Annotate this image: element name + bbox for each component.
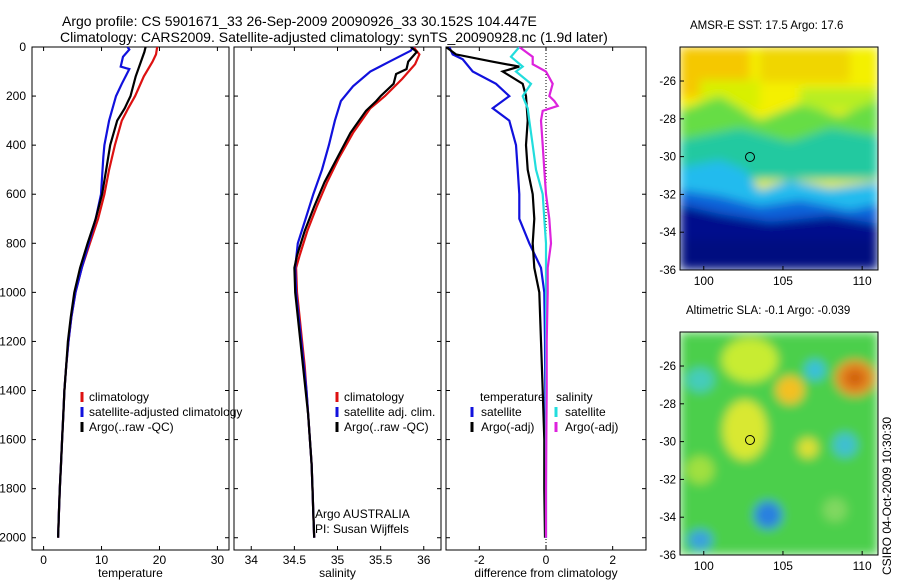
argo-note-line2: PI: Susan Wijffels — [315, 522, 409, 536]
difference-series-salinity-argo-adj- — [518, 47, 560, 538]
depth-tick-label: 1600 — [0, 433, 26, 447]
salinity-legend-label: climatology — [344, 390, 404, 404]
depth-tick-label: 1200 — [0, 334, 26, 348]
argo-note-line1: Argo AUSTRALIA — [315, 507, 410, 521]
sst_map-xtick-label: 105 — [773, 274, 793, 288]
salinity-xtick-label: 34.5 — [283, 553, 307, 567]
sst-map-title: AMSR-E SST: 17.5 Argo: 17.6 — [690, 20, 844, 32]
sst_map-ytick-label: -30 — [659, 152, 676, 164]
salinity-xtick-label: 36 — [417, 553, 431, 567]
sla-map-title: Altimetric SLA: -0.1 Argo: -0.039 — [686, 305, 851, 317]
sla_map-ytick-label: -30 — [659, 437, 676, 449]
difference-xtick-label: -2 — [474, 553, 485, 567]
sla_map-ytick-label: -26 — [659, 361, 676, 373]
temperature-series-argo-raw-qc- — [57, 47, 147, 538]
sst-field — [680, 47, 878, 270]
salinity-series-satellite-adj-clim- — [294, 47, 415, 538]
temperature-series-climatology — [57, 47, 159, 538]
legend-heading-salinity: salinity — [556, 390, 593, 404]
sla_map-ytick-label: -32 — [659, 474, 676, 486]
difference-xlabel: difference from climatology — [474, 566, 617, 580]
legend-heading-temperature: temperature — [480, 390, 545, 404]
salinity-xtick-label: 35 — [331, 553, 345, 567]
difference-xtick-label: 2 — [609, 553, 616, 567]
sst_map-ytick-label: -28 — [659, 114, 676, 126]
temperature-xtick-label: 20 — [153, 553, 167, 567]
sla-map — [679, 331, 879, 556]
depth-tick-label: 1000 — [0, 285, 26, 299]
depth-tick-label: 2000 — [0, 531, 26, 545]
temperature-legend-label: satellite-adjusted climatology — [89, 405, 242, 419]
sst_map-ytick-label: -36 — [659, 265, 676, 277]
depth-tick-label: 1800 — [0, 482, 26, 496]
depth-tick-label: 0 — [19, 40, 26, 54]
temperature-xtick-label: 10 — [95, 553, 109, 567]
temperature-xtick-label: 30 — [211, 553, 225, 567]
sla-field — [680, 332, 878, 555]
sla_map-axes: 100 105 110 -26 -28 -30 -32 -34 -36 — [659, 361, 872, 573]
salinity-panel: 34 34.5 35 35.5 36 salinity climatologysatelli… — [233, 46, 442, 580]
depth-tick-label: 600 — [6, 187, 26, 201]
salinity-series-argo-raw-qc- — [293, 47, 419, 538]
salinity-xtick-label: 34 — [245, 553, 259, 567]
sst_map-ytick-label: -32 — [659, 189, 676, 201]
legend-label-temperature: Argo(-adj) — [481, 420, 534, 434]
depth-tick-label: 400 — [6, 138, 26, 152]
figure-title-line2: Climatology: CARS2009. Satellite-adjuste… — [60, 29, 608, 45]
salinity-legend-label: satellite adj. clim. — [344, 405, 435, 419]
sst_map-xtick-label: 100 — [694, 274, 714, 288]
sst_map-axes: 100 105 110 -26 -28 -30 -32 -34 -36 — [659, 76, 872, 288]
temperature-legend-label: Argo(..raw -QC) — [89, 420, 174, 434]
salinity-xtick-label: 35.5 — [369, 553, 393, 567]
legend-label-salinity: satellite — [565, 405, 606, 419]
salinity-plot-frame — [233, 46, 442, 551]
temperature-plot-frame — [31, 46, 230, 551]
sla-argo-marker — [745, 435, 755, 445]
difference-series-temperature-satellite — [448, 47, 547, 538]
legend-label-temperature: satellite — [481, 405, 522, 419]
temperature-xlabel: temperature — [98, 566, 163, 580]
sst-argo-marker — [745, 152, 755, 162]
sla_map-ytick-label: -28 — [659, 399, 676, 411]
sst_map-xtick-label: 110 — [853, 274, 872, 288]
difference-xtick-label: 0 — [543, 553, 550, 567]
sla_map-xtick-label: 105 — [773, 559, 793, 573]
depth-tick-label: 1400 — [0, 384, 26, 398]
sla_map-xtick-label: 110 — [853, 559, 872, 573]
sst_map-ytick-label: -34 — [659, 227, 676, 239]
temperature-xtick-label: 0 — [40, 553, 47, 567]
sla_map-xtick-label: 100 — [694, 559, 714, 573]
sst_map-ytick-label: -26 — [659, 76, 676, 88]
sla_map-ytick-label: -36 — [659, 550, 676, 562]
temperature-panel: 0 10 20 30 0 200 400 600 800 1000 1200 1400 1600 1800… — [0, 40, 242, 580]
sla_map-ytick-label: -34 — [659, 512, 676, 524]
depth-tick-label: 800 — [6, 236, 26, 250]
salinity-xlabel: salinity — [319, 566, 356, 580]
legend-label-salinity: Argo(-adj) — [565, 420, 618, 434]
depth-tick-label: 200 — [6, 89, 26, 103]
salinity-legend-label: Argo(..raw -QC) — [344, 420, 429, 434]
temperature-legend-label: climatology — [89, 390, 149, 404]
temperature-series-satellite-adjusted-climatology — [57, 47, 131, 538]
figure-title-line1: Argo profile: CS 5901671_33 26-Sep-2009 … — [62, 13, 537, 29]
sst-map — [679, 46, 879, 271]
difference-series-temperature-argo-adj- — [446, 47, 547, 538]
